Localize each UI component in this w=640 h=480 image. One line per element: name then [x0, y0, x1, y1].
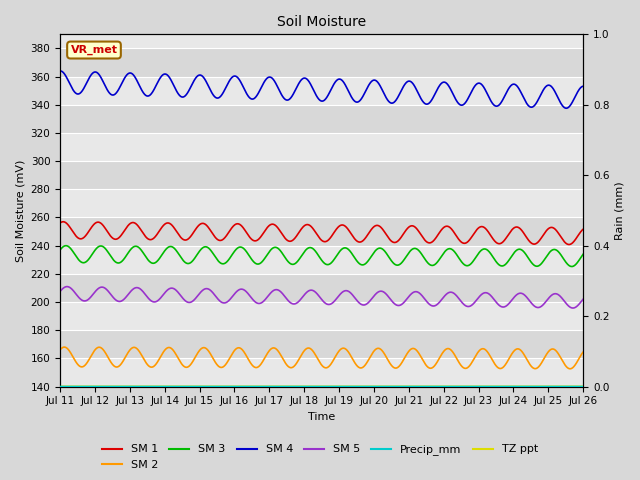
Text: VR_met: VR_met [70, 45, 118, 55]
TZ ppt [310, 384, 318, 389]
SM 2 [566, 366, 574, 372]
Precip_mm [564, 384, 572, 389]
Bar [60, 105, 583, 133]
SM 1 [60, 219, 67, 225]
SM 2 [56, 347, 64, 353]
SM 1 [564, 241, 572, 247]
SM 1 [56, 220, 64, 226]
SM 1 [468, 233, 476, 239]
Title: Soil Moisture: Soil Moisture [277, 15, 366, 29]
Line: SM 5: SM 5 [60, 287, 583, 308]
Bar [60, 330, 583, 359]
SM 5 [564, 303, 572, 309]
Bar [60, 274, 583, 302]
SM 3 [56, 247, 64, 253]
X-axis label: Time: Time [308, 412, 335, 422]
SM 1 [83, 231, 91, 237]
Precip_mm [56, 384, 64, 389]
SM 5 [564, 302, 572, 308]
SM 4 [564, 104, 572, 110]
SM 3 [579, 251, 587, 257]
Bar [60, 302, 583, 330]
SM 4 [56, 68, 64, 74]
TZ ppt [468, 384, 476, 389]
Precip_mm [297, 384, 305, 389]
SM 4 [83, 79, 91, 85]
Line: SM 3: SM 3 [60, 246, 583, 266]
SM 3 [311, 247, 319, 253]
SM 2 [564, 365, 572, 371]
Precip_mm [83, 384, 91, 389]
Precip_mm [579, 384, 587, 389]
Bar [60, 161, 583, 189]
SM 2 [60, 344, 68, 350]
SM 5 [468, 302, 476, 308]
Bar [60, 48, 583, 77]
SM 3 [62, 243, 70, 249]
SM 5 [63, 284, 71, 289]
SM 3 [468, 260, 476, 265]
SM 4 [297, 78, 305, 84]
SM 3 [564, 262, 572, 267]
Line: SM 2: SM 2 [60, 347, 583, 369]
SM 2 [579, 349, 587, 355]
Line: SM 1: SM 1 [60, 222, 583, 244]
SM 2 [564, 365, 572, 371]
Precip_mm [310, 384, 318, 389]
TZ ppt [83, 384, 91, 389]
TZ ppt [297, 384, 305, 389]
SM 1 [565, 241, 573, 247]
SM 1 [311, 228, 319, 234]
SM 3 [83, 258, 91, 264]
TZ ppt [56, 384, 64, 389]
SM 4 [579, 84, 587, 89]
Bar [60, 246, 583, 274]
SM 2 [311, 351, 319, 357]
Bar [60, 217, 583, 246]
SM 1 [564, 241, 572, 247]
TZ ppt [579, 384, 587, 389]
SM 5 [579, 296, 587, 302]
SM 3 [568, 264, 575, 269]
SM 3 [297, 254, 305, 260]
Precip_mm [468, 384, 476, 389]
SM 5 [311, 288, 319, 294]
SM 4 [564, 105, 572, 110]
SM 5 [83, 298, 91, 303]
SM 5 [297, 296, 305, 302]
Y-axis label: Soil Moisture (mV): Soil Moisture (mV) [15, 159, 25, 262]
Line: SM 4: SM 4 [60, 71, 583, 108]
SM 2 [468, 359, 476, 365]
SM 3 [564, 262, 572, 268]
SM 4 [468, 87, 476, 93]
TZ ppt [564, 384, 572, 389]
SM 1 [297, 227, 305, 233]
Bar [60, 189, 583, 217]
Legend: SM 1, SM 2, SM 3, SM 4, SM 5, Precip_mm, TZ ppt: SM 1, SM 2, SM 3, SM 4, SM 5, Precip_mm,… [98, 440, 542, 474]
SM 1 [579, 226, 587, 232]
Bar [60, 77, 583, 105]
SM 4 [311, 90, 319, 96]
Bar [60, 133, 583, 161]
Y-axis label: Rain (mm): Rain (mm) [615, 181, 625, 240]
Bar [60, 359, 583, 386]
Precip_mm [564, 384, 572, 389]
SM 4 [56, 68, 64, 74]
TZ ppt [564, 384, 572, 389]
SM 4 [563, 105, 570, 111]
SM 2 [83, 360, 91, 366]
SM 5 [56, 288, 64, 294]
SM 5 [569, 305, 577, 311]
SM 2 [297, 353, 305, 359]
